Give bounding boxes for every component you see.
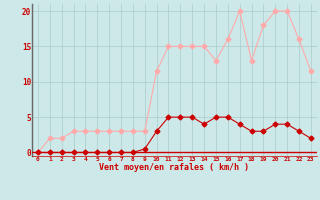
X-axis label: Vent moyen/en rafales ( km/h ): Vent moyen/en rafales ( km/h )	[100, 163, 249, 172]
